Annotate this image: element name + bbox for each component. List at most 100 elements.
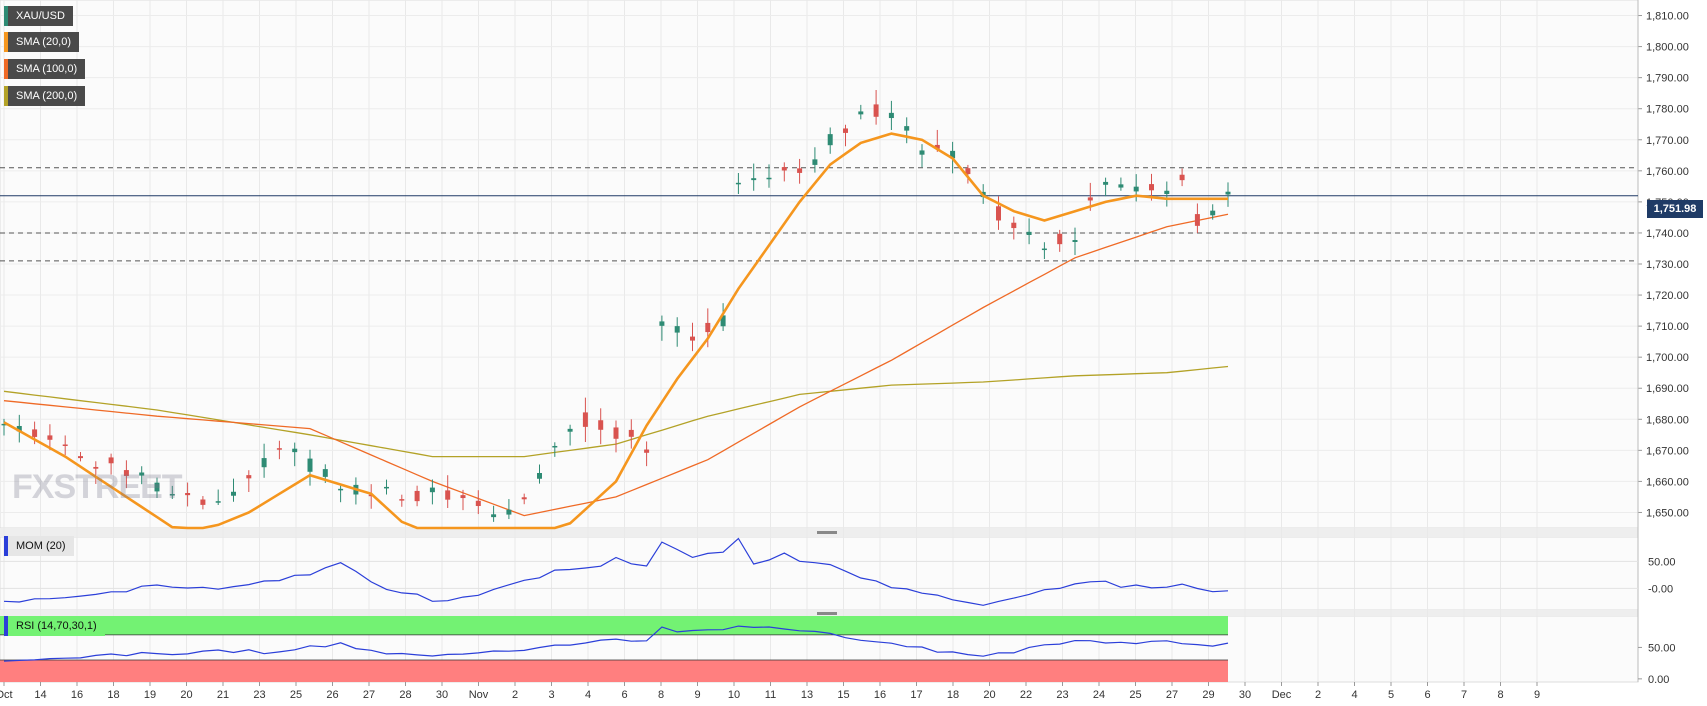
legend-swatch-sma20	[4, 32, 8, 52]
candle-body	[16, 425, 22, 432]
legend-label-rsi: RSI (14,70,30,1)	[16, 620, 97, 632]
x-tick-label: 8	[658, 689, 664, 701]
candle-body	[399, 499, 405, 501]
legend-sma100[interactable]: SMA (100,0)	[4, 59, 86, 79]
legend-label-sma20: SMA (20,0)	[16, 36, 72, 48]
x-tick-label: 22	[1020, 689, 1032, 701]
legend-swatch-rsi	[4, 616, 8, 636]
x-tick-label: 11	[765, 689, 776, 701]
x-tick-label: 2	[1315, 689, 1321, 701]
x-tick-label: 30	[436, 689, 448, 701]
x-tick-label: 14	[34, 689, 46, 701]
candle-body	[62, 444, 68, 446]
candle-body	[429, 487, 435, 493]
candle-body	[384, 486, 389, 489]
candle-body	[690, 336, 695, 341]
panel-resize-handle	[817, 531, 837, 534]
x-axis: Oct141618192021232526272830Nov2346891011…	[0, 0, 1540, 701]
x-tick-label: 19	[144, 689, 156, 701]
y-tick-label: 1,790.00	[1646, 73, 1689, 85]
x-tick-label: 28	[399, 689, 411, 701]
y-tick-label: 1,770.00	[1646, 135, 1689, 147]
x-tick-label: 26	[326, 689, 338, 701]
x-tick-label: 17	[910, 689, 922, 701]
candle-body	[185, 492, 191, 496]
candle-body	[1072, 240, 1078, 243]
rsi-overbought-zone	[0, 616, 1228, 635]
candle-body	[1103, 181, 1109, 185]
candle-body	[307, 458, 313, 472]
mom-tick-label: 50.00	[1648, 556, 1676, 568]
candle-body	[766, 177, 772, 180]
candle-body	[322, 469, 328, 477]
candle-body	[965, 168, 971, 175]
candle-body	[1164, 190, 1170, 195]
legend-swatch-xauusd	[4, 6, 8, 26]
candle-body	[552, 445, 558, 448]
candle-body	[567, 428, 573, 432]
y-tick-label: 1,810.00	[1646, 11, 1689, 23]
candle-body	[644, 449, 650, 453]
y-tick-label: 1,670.00	[1646, 445, 1689, 457]
x-tick-label: 25	[1129, 689, 1141, 701]
candle-body	[139, 472, 145, 476]
x-tick-label: 25	[290, 689, 302, 701]
candle-body	[735, 182, 741, 185]
candle-body	[475, 500, 481, 507]
x-tick-label: 7	[1461, 689, 1467, 701]
candle-body	[1057, 233, 1063, 245]
candle-body	[1, 423, 7, 426]
y-tick-label: 1,740.00	[1646, 228, 1689, 240]
x-tick-label: 20	[983, 689, 995, 701]
watermark-logo: FXSTREET	[12, 468, 183, 506]
x-tick-label: 21	[217, 689, 229, 701]
candle-body	[1210, 210, 1216, 216]
x-tick-label: 3	[548, 689, 554, 701]
y-tick-label: 1,720.00	[1646, 290, 1689, 302]
legend-mom[interactable]: MOM (20)	[4, 536, 74, 556]
y-tick-label: 1,760.00	[1646, 166, 1689, 178]
legend-rsi[interactable]: RSI (14,70,30,1)	[4, 616, 105, 636]
x-tick-label: 6	[621, 689, 627, 701]
y-tick-label: 1,730.00	[1646, 259, 1689, 271]
candle-body	[261, 458, 267, 468]
candle-body	[812, 159, 818, 165]
candle-body	[414, 490, 420, 502]
x-tick-label: 20	[180, 689, 192, 701]
candle-body	[582, 412, 588, 427]
candle-body	[215, 501, 221, 503]
x-tick-label: 8	[1497, 689, 1503, 701]
y-tick-label: 1,660.00	[1646, 476, 1689, 488]
x-tick-label: 23	[253, 689, 265, 701]
candle-body	[919, 150, 925, 155]
candle-body	[598, 420, 604, 430]
candle-body	[781, 167, 787, 171]
candle-body	[705, 322, 711, 333]
candle-body	[720, 315, 726, 327]
y-tick-label: 1,800.00	[1646, 42, 1689, 54]
mom-panel-background	[0, 536, 1639, 611]
candle-body	[1225, 191, 1231, 195]
rsi-oversold-zone	[0, 660, 1228, 682]
x-tick-label: 13	[801, 689, 813, 701]
mom-y-axis: 50.00 -0.00	[0, 556, 1676, 595]
x-tick-label: Nov	[469, 689, 489, 701]
x-tick-label: 4	[585, 689, 591, 701]
candle-body	[613, 427, 619, 439]
candle-body	[231, 491, 236, 496]
x-tick-label: 16	[71, 689, 83, 701]
mom-line	[3, 537, 1229, 606]
candle-body	[47, 435, 53, 440]
candle-body	[1041, 248, 1047, 251]
legend-sma20[interactable]: SMA (20,0)	[4, 32, 80, 52]
panel-resize-handle	[817, 612, 837, 615]
candle-body	[628, 429, 634, 437]
candle-body	[460, 495, 466, 499]
candle-body	[1149, 184, 1154, 191]
legend-sma200[interactable]: SMA (200,0)	[4, 86, 86, 106]
x-tick-label: 16	[874, 689, 886, 701]
legend-xauusd[interactable]: XAU/USD	[4, 6, 73, 26]
rsi-tick-label: 0.00	[1648, 674, 1669, 686]
candle-body	[537, 473, 542, 479]
x-tick-label: 27	[363, 689, 375, 701]
